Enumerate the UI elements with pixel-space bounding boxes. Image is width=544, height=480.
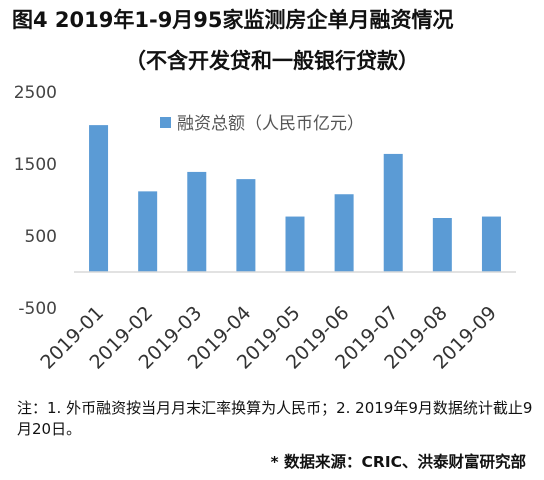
bar (481, 216, 501, 272)
bar (89, 125, 109, 272)
footnote: 注：1. 外币融资按当月月末汇率换算为人民币；2. 2019年9月数据统计截止9… (17, 399, 533, 438)
y-tick-label: -500 (18, 299, 57, 319)
bar-chart: 2500 1500 500 -500 2019-012019-022019-03201… (14, 83, 516, 374)
bar (285, 216, 305, 272)
bar (138, 191, 158, 272)
legend-label: 融资总额（人民币亿元） (177, 114, 364, 134)
bar (236, 179, 256, 272)
y-tick-label: 1500 (14, 155, 57, 175)
y-tick-label: 2500 (14, 83, 57, 103)
chart-subtitle: （不含开发贷和一般银行贷款） (125, 49, 419, 73)
legend-swatch (160, 117, 171, 128)
y-axis-ticks: 2500 1500 500 -500 (14, 83, 57, 319)
x-axis-ticks: 2019-012019-022019-032019-042019-052019-… (36, 302, 501, 374)
bar-series (89, 125, 501, 272)
y-tick-label: 500 (25, 227, 57, 247)
data-source: * 数据来源：CRIC、洪泰财富研究部 (270, 453, 526, 471)
bar (383, 153, 403, 272)
legend: 融资总额（人民币亿元） (160, 114, 364, 134)
bar (432, 218, 452, 272)
bar (187, 171, 207, 272)
bar (334, 194, 354, 272)
chart-title: 图4 2019年1-9月95家监测房企单月融资情况 (12, 8, 454, 32)
